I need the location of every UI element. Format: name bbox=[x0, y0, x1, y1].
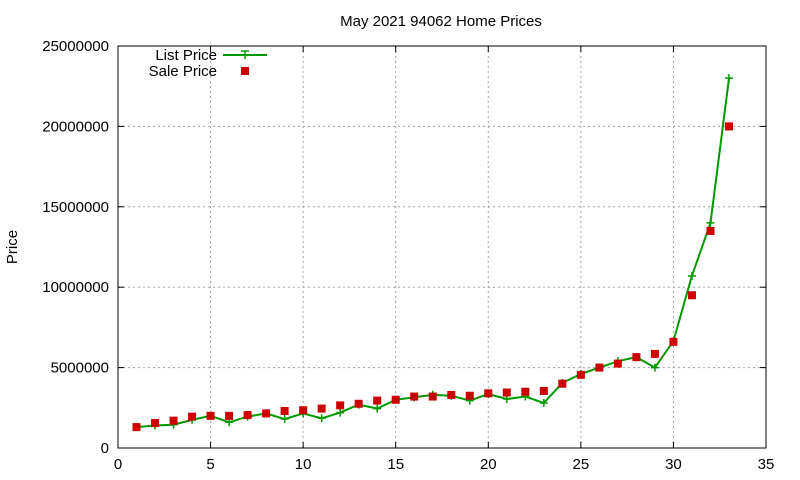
x-tick-label: 5 bbox=[206, 456, 214, 473]
sale-price-point bbox=[595, 363, 604, 372]
sale-price-point bbox=[502, 388, 511, 397]
list-price-point bbox=[373, 404, 382, 413]
sale-price-point bbox=[428, 392, 437, 401]
grid bbox=[118, 46, 766, 448]
y-tick-label: 0 bbox=[101, 440, 109, 457]
x-tick-label: 25 bbox=[573, 456, 590, 473]
x-tick-label: 15 bbox=[387, 456, 404, 473]
sale-price-point bbox=[521, 387, 530, 396]
sale-price-point bbox=[188, 412, 197, 421]
list-price-point bbox=[650, 363, 659, 372]
sale-price-point bbox=[539, 386, 548, 395]
chart-title: May 2021 94062 Home Prices bbox=[340, 13, 542, 30]
legend-label-sale-price: Sale Price bbox=[149, 63, 217, 80]
x-tick-label: 10 bbox=[295, 456, 312, 473]
sale-price-point bbox=[687, 291, 696, 300]
sale-price-point bbox=[632, 353, 641, 362]
list-price-point bbox=[706, 218, 715, 227]
y-tick-label: 15000000 bbox=[42, 199, 109, 216]
sale-price-point bbox=[669, 337, 678, 346]
sale-price-point bbox=[447, 390, 456, 399]
list-price-point bbox=[336, 408, 345, 417]
sale-price-point bbox=[576, 370, 585, 379]
sale-price-point bbox=[243, 411, 252, 420]
list-price-point bbox=[539, 398, 548, 407]
sale-price-point bbox=[391, 395, 400, 404]
plot-frame bbox=[117, 45, 767, 449]
legend-marker-list-price bbox=[241, 50, 249, 59]
list-price-line bbox=[136, 78, 730, 429]
list-price-point bbox=[687, 271, 696, 280]
sale-price-point bbox=[724, 122, 733, 131]
sale-price-point bbox=[299, 406, 308, 415]
sale-price-point bbox=[706, 226, 715, 235]
x-tick-label: 35 bbox=[758, 456, 775, 473]
list-price-point bbox=[280, 415, 289, 424]
axis-ticks: 0 5 10 15 20 25 30 35 0 5000000 10000000 15000000 20… bbox=[42, 38, 774, 473]
sale-price-point bbox=[484, 389, 493, 398]
sale-price-point bbox=[336, 401, 345, 410]
sale-price-point bbox=[206, 411, 215, 420]
y-tick-label: 5000000 bbox=[51, 360, 109, 377]
sale-price-point bbox=[151, 419, 160, 428]
sale-price-point bbox=[650, 349, 659, 358]
sale-price-point bbox=[262, 409, 271, 418]
x-tick-label: 0 bbox=[114, 456, 122, 473]
y-axis-label: Price bbox=[4, 230, 21, 264]
sale-price-point bbox=[613, 359, 622, 368]
sale-price-point bbox=[373, 396, 382, 405]
list-price-point bbox=[317, 414, 326, 423]
list-price-point bbox=[724, 74, 733, 83]
sale-price-point bbox=[169, 416, 178, 425]
legend-label-list-price: List Price bbox=[155, 47, 217, 64]
series-group bbox=[132, 74, 733, 432]
y-tick-label: 20000000 bbox=[42, 118, 109, 135]
sale-price-point bbox=[558, 379, 567, 388]
x-tick-label: 30 bbox=[665, 456, 682, 473]
y-tick-label: 25000000 bbox=[42, 38, 109, 55]
sale-price-point bbox=[317, 404, 326, 413]
sale-price-point bbox=[225, 411, 234, 420]
legend-marker-sale-price bbox=[241, 67, 249, 75]
y-tick-label: 10000000 bbox=[42, 279, 109, 296]
sale-price-point bbox=[465, 391, 474, 400]
sale-price-point bbox=[280, 407, 289, 416]
sale-price-point bbox=[410, 392, 419, 401]
legend: List Price Sale Price bbox=[149, 47, 267, 80]
x-tick-label: 20 bbox=[480, 456, 497, 473]
sale-price-point bbox=[132, 423, 141, 432]
sale-price-point bbox=[354, 399, 363, 408]
